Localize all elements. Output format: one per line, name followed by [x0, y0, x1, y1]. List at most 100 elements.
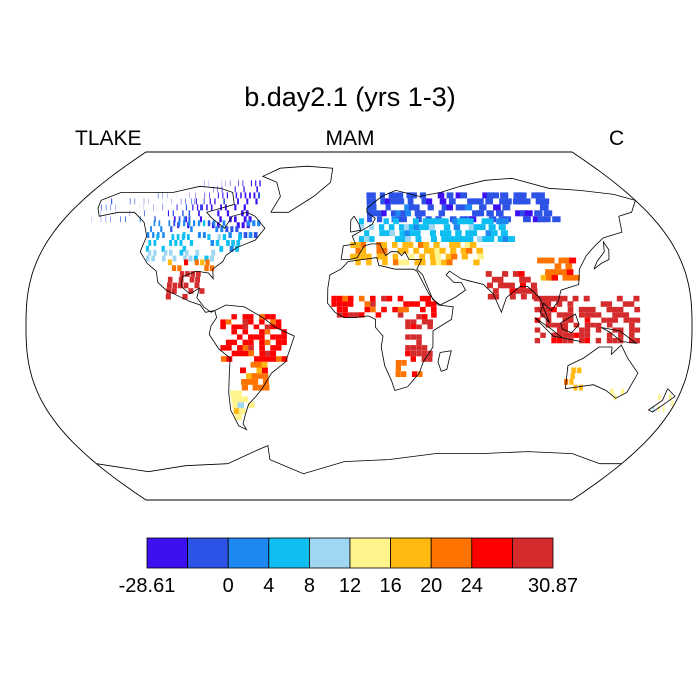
- lake-cell-east-africa: [416, 339, 422, 346]
- lake-cell-alaska-canada: [157, 192, 159, 199]
- lake-cell-southeast-asia: [590, 312, 596, 318]
- lake-cell-china: [561, 269, 568, 275]
- colorbar-tick-label: 16: [379, 575, 401, 597]
- lake-cell-europe-mid: [394, 236, 401, 242]
- lake-cell-southeast-asia: [556, 337, 563, 344]
- lake-cell-europe-mid: [466, 236, 474, 242]
- lake-cell-southeast-asia: [540, 306, 546, 313]
- lake-cell-scandinavia-russia: [518, 192, 527, 199]
- lake-cell-east-africa: [427, 324, 433, 330]
- lake-cell-canada-arctic: [206, 204, 208, 211]
- variable-label: TLAKE: [75, 127, 142, 150]
- lake-cell-southeast-asia: [590, 322, 596, 328]
- lake-cell-europe-mid: [496, 218, 504, 225]
- lake-cell-canada-arctic: [214, 198, 216, 205]
- lake-cell-amazon: [231, 329, 237, 335]
- lake-cell-southeast-asia: [606, 306, 613, 313]
- lake-cell-mediterranean: [376, 247, 382, 254]
- lake-cell-amazon: [281, 334, 287, 340]
- lake-cell-scandinavia-russia: [446, 192, 454, 199]
- lake-cell-southeast-asia: [556, 322, 563, 328]
- lake-cell-mediterranean: [417, 242, 424, 248]
- lake-cell-amazon: [242, 339, 249, 346]
- lake-cell-southeast-asia: [634, 337, 640, 344]
- lake-cell-usa-south: [194, 259, 199, 266]
- lake-cell-scandinavia-russia: [479, 204, 487, 211]
- lake-cell-alaska-canada: [185, 198, 186, 205]
- lake-cell-scandinavia-russia: [517, 198, 526, 205]
- lake-cell-southeast-asia: [545, 312, 552, 318]
- lake-cell-scandinavia-russia: [543, 210, 553, 217]
- lake-cell-usa-mid: [145, 255, 150, 262]
- lake-cell-amazon: [275, 334, 282, 340]
- lake-cell-scandinavia-russia: [376, 216, 383, 223]
- lake-cell-canada-arctic: [242, 180, 244, 187]
- lake-cell-mediterranean: [382, 259, 388, 266]
- lake-cell-canada-arctic: [201, 204, 203, 211]
- lake-cell-mexico: [183, 282, 189, 289]
- coastline-segment: [327, 257, 454, 391]
- lake-cell-southeast-asia: [612, 312, 618, 318]
- lake-cell-south-asia: [520, 288, 527, 294]
- lake-cell-usa-north: [219, 245, 224, 252]
- lake-cell-canada-south: [228, 232, 232, 238]
- lake-cell-amazon: [264, 314, 271, 320]
- lake-cell-southeast-asia: [540, 332, 546, 338]
- lake-cell-europe-mid: [432, 218, 439, 225]
- lake-cell-europe-mid: [445, 230, 452, 237]
- lake-cell-mediterranean: [473, 259, 480, 266]
- lake-cell-canada-arctic: [196, 204, 199, 211]
- lake-cell-europe-mid: [429, 230, 436, 237]
- lake-cell-usa-mid: [179, 249, 184, 256]
- lake-cell-amazon: [275, 319, 282, 325]
- colorbar-tick-label: 12: [339, 575, 361, 597]
- lake-cell-southeast-asia: [589, 306, 596, 313]
- lake-cell-southeast-asia: [579, 337, 585, 344]
- lake-cell-alaska-canada: [176, 204, 178, 211]
- lake-cell-amazon: [259, 334, 265, 340]
- lake-cell-south-asia: [509, 293, 516, 300]
- lake-cell-scandinavia-russia: [438, 210, 445, 217]
- lake-cell-sahel: [342, 312, 348, 318]
- lake-cell-china: [537, 257, 544, 264]
- lake-cell-south-asia: [526, 288, 532, 294]
- lake-cell-scandinavia-russia: [407, 198, 414, 205]
- lake-cell-europe-mid: [422, 218, 429, 225]
- lake-cell-southeast-asia: [622, 301, 629, 307]
- lake-cell-east-africa: [410, 356, 416, 362]
- coastline-segment: [560, 313, 580, 334]
- lake-cell-mediterranean: [408, 253, 415, 260]
- lake-cell-sahel: [331, 301, 337, 307]
- lake-cell-alaska-canada: [178, 216, 181, 223]
- lake-cell-china: [566, 269, 574, 275]
- lake-cell-southeast-asia: [629, 337, 635, 344]
- lake-cell-southeast-asia: [579, 332, 585, 338]
- lake-cell-europe-mid: [482, 236, 490, 242]
- lake-cell-amazon: [270, 356, 277, 362]
- lake-cell-scandinavia-russia: [421, 198, 428, 205]
- lake-cell-canada-south: [147, 232, 150, 238]
- lake-cell-southeast-asia: [584, 317, 591, 323]
- lake-cell-mediterranean: [429, 247, 436, 254]
- lake-cell-scandinavia-russia: [455, 204, 463, 211]
- lake-cell-canada-arctic: [221, 186, 223, 193]
- lake-cell-europe-mid: [455, 230, 462, 237]
- lake-cell-canada-arctic: [209, 198, 211, 205]
- lake-cell-alaska-canada: [183, 216, 186, 223]
- lake-cell-scandinavia-russia: [398, 198, 405, 205]
- lake-cell-south-asia: [512, 271, 520, 277]
- lake-cell-amazon: [226, 345, 232, 351]
- lake-cell-mexico: [189, 276, 195, 283]
- lake-cell-scandinavia-russia: [439, 198, 447, 205]
- lake-cell-europe-mid: [507, 236, 515, 242]
- lake-cell-europe-mid: [498, 224, 506, 231]
- lake-cell-europe-mid: [379, 230, 385, 237]
- lake-cell-southeast-asia: [601, 317, 607, 323]
- lake-cell-southeast-asia: [550, 295, 557, 302]
- lake-cell-usa-north: [186, 234, 190, 240]
- lake-cell-europe-mid: [364, 230, 370, 237]
- lake-cell-scandinavia-russia: [512, 198, 522, 205]
- lake-cell-east-africa: [427, 350, 433, 357]
- lake-cell-canada-south: [190, 226, 193, 233]
- lake-cell-amazon: [248, 339, 254, 346]
